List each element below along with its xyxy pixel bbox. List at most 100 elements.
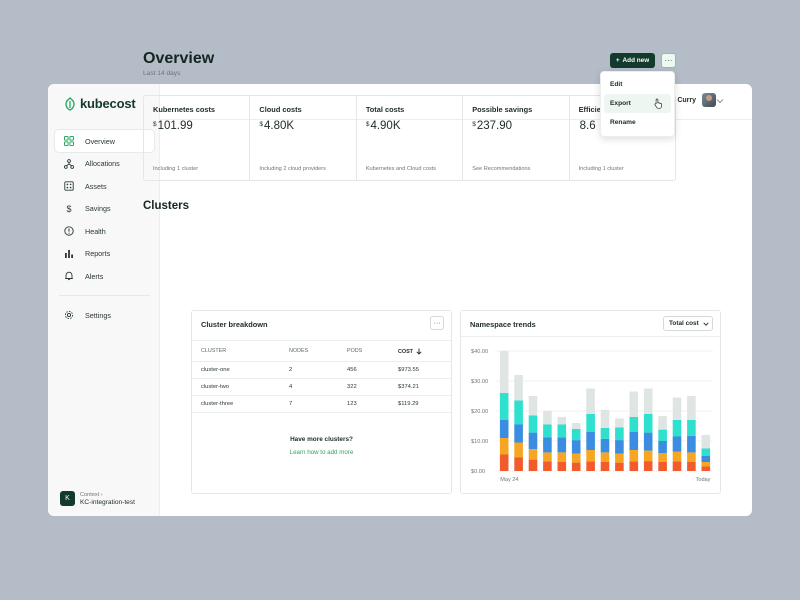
bar-segment[interactable] — [600, 462, 610, 471]
bar-segment[interactable] — [571, 423, 581, 429]
context-switcher[interactable]: K Context › KC-integration-test — [60, 491, 135, 506]
bar-segment[interactable] — [586, 388, 595, 415]
bar-segment[interactable] — [528, 459, 538, 471]
bar-segment[interactable] — [543, 424, 552, 438]
bar-segment[interactable] — [701, 466, 711, 472]
bar-segment[interactable] — [586, 432, 595, 450]
bar-segment[interactable] — [557, 452, 567, 462]
bar-segment[interactable] — [672, 397, 682, 421]
bar-segment[interactable] — [658, 453, 667, 462]
card-more-button[interactable]: ··· — [430, 316, 444, 330]
bar-segment[interactable] — [514, 375, 523, 401]
bar-segment[interactable] — [672, 461, 682, 471]
column-header-cluster[interactable]: CLUSTER — [192, 340, 289, 362]
bar-segment[interactable] — [557, 437, 567, 453]
bar-segment[interactable] — [701, 448, 711, 457]
bar-segment[interactable] — [499, 438, 509, 455]
bar-segment[interactable] — [643, 450, 653, 462]
bar-segment[interactable] — [629, 432, 639, 450]
menu-item-edit[interactable]: Edit — [610, 81, 623, 88]
bar-segment[interactable] — [557, 424, 567, 438]
bar-segment[interactable] — [499, 420, 509, 438]
column-header-cost[interactable]: COST — [398, 340, 451, 362]
column-header-pods[interactable]: PODS — [347, 340, 398, 362]
more-options-button[interactable]: ··· — [661, 53, 676, 68]
bar-segment[interactable] — [658, 429, 667, 441]
bar-segment[interactable] — [615, 440, 624, 454]
bar-segment[interactable] — [615, 427, 624, 441]
bar-segment[interactable] — [615, 453, 624, 463]
bar-segment[interactable] — [514, 400, 523, 425]
logo[interactable]: kubecost — [64, 96, 136, 111]
learn-more-link[interactable]: Learn how to add more — [289, 449, 354, 456]
sidebar-item-settings[interactable]: Settings — [55, 304, 154, 326]
bar-segment[interactable] — [528, 396, 538, 416]
column-header-nodes[interactable]: NODES — [289, 340, 347, 362]
bar-segment[interactable] — [615, 418, 624, 428]
stat-cloud-costs[interactable]: Cloud costs $4.80K Including 2 cloud pro… — [250, 96, 357, 180]
bar-segment[interactable] — [586, 450, 595, 462]
bar-segment[interactable] — [687, 462, 696, 471]
bar-segment[interactable] — [672, 420, 682, 437]
bar-segment[interactable] — [658, 416, 667, 430]
bar-segment[interactable] — [557, 417, 567, 425]
sidebar-item-reports[interactable]: Reports — [55, 243, 154, 265]
menu-item-rename[interactable]: Rename — [610, 119, 636, 126]
stat-total-costs[interactable]: Total costs $4.90K Kubernetes and Cloud … — [357, 96, 464, 180]
bar-segment[interactable] — [499, 454, 509, 472]
table-row[interactable]: cluster-two 4 322 $374.21 — [192, 378, 451, 396]
stat-kubernetes-costs[interactable]: Kubernetes costs $101.99 Including 1 clu… — [144, 96, 251, 180]
bar-segment[interactable] — [543, 461, 552, 471]
bar-segment[interactable] — [687, 396, 696, 420]
bar-segment[interactable] — [701, 456, 711, 462]
sidebar-item-savings[interactable]: $ Savings — [55, 198, 154, 220]
bar-segment[interactable] — [643, 388, 653, 415]
bar-segment[interactable] — [629, 450, 639, 462]
bar-segment[interactable] — [687, 452, 696, 462]
sidebar-item-allocations[interactable]: Allocations — [55, 153, 154, 175]
bar-segment[interactable] — [629, 461, 639, 471]
bar-segment[interactable] — [643, 414, 653, 433]
bar-segment[interactable] — [672, 451, 682, 462]
bar-segment[interactable] — [687, 435, 696, 453]
bar-segment[interactable] — [643, 432, 653, 451]
bar-segment[interactable] — [600, 409, 610, 428]
bar-segment[interactable] — [499, 393, 509, 420]
bar-segment[interactable] — [586, 414, 595, 432]
sidebar-item-overview[interactable]: Overview — [55, 130, 154, 152]
bar-segment[interactable] — [499, 351, 509, 393]
bar-segment[interactable] — [586, 461, 595, 471]
bar-segment[interactable] — [528, 415, 538, 433]
bar-segment[interactable] — [543, 452, 552, 462]
bar-segment[interactable] — [600, 452, 610, 462]
bar-segment[interactable] — [571, 453, 581, 463]
table-row[interactable]: cluster-one 2 456 $973.55 — [192, 361, 451, 379]
bar-segment[interactable] — [672, 436, 682, 452]
bar-segment[interactable] — [701, 435, 711, 449]
total-cost-select[interactable]: Total cost — [663, 316, 713, 331]
bar-segment[interactable] — [658, 441, 667, 453]
bar-segment[interactable] — [629, 391, 639, 418]
sidebar-item-alerts[interactable]: Alerts — [55, 265, 154, 287]
bar-segment[interactable] — [528, 432, 538, 450]
bar-segment[interactable] — [600, 438, 610, 453]
bar-segment[interactable] — [571, 462, 581, 471]
add-new-button[interactable]: + Add new — [610, 53, 655, 68]
bar-segment[interactable] — [571, 440, 581, 454]
bar-segment[interactable] — [643, 461, 653, 471]
table-row[interactable]: cluster-three 7 123 $119.29 — [192, 395, 451, 413]
bar-segment[interactable] — [701, 462, 711, 467]
bar-segment[interactable] — [543, 411, 552, 425]
bar-segment[interactable] — [629, 417, 639, 432]
bar-segment[interactable] — [687, 420, 696, 436]
bar-segment[interactable] — [658, 462, 667, 471]
sidebar-item-assets[interactable]: Assets — [55, 175, 154, 197]
stat-possible-savings[interactable]: Possible savings $237.90 See Recommendat… — [463, 96, 570, 180]
stat-efficiency[interactable]: Efficie 8.6 Including 1 cluster — [570, 96, 675, 180]
bar-segment[interactable] — [514, 442, 523, 458]
bar-segment[interactable] — [514, 457, 523, 472]
bar-segment[interactable] — [600, 427, 610, 439]
bar-segment[interactable] — [543, 437, 552, 453]
chevron-down-icon[interactable] — [716, 98, 724, 104]
bar-segment[interactable] — [557, 462, 567, 471]
